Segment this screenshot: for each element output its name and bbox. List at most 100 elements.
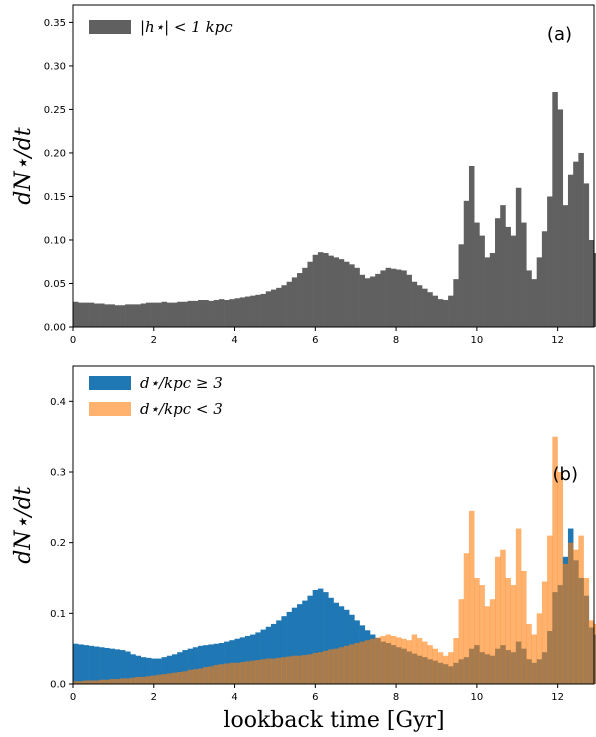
- panel-b-bar-s0-0: [73, 643, 79, 684]
- panel-b-bar-s1-34: [250, 660, 256, 684]
- panel-b-bar-s0-49: [328, 597, 334, 684]
- panel-b-bar-s0-30: [229, 640, 235, 684]
- panel-b-bar-s1-26: [208, 666, 214, 684]
- panel-a-bar-s0-15: [151, 302, 157, 327]
- panel-b-bar-s1-97: [578, 535, 584, 684]
- panel-a-bar-s0-81: [495, 218, 501, 327]
- panel-b-bar-s1-30: [229, 662, 235, 684]
- panel-a-bar-s0-100: [594, 253, 596, 327]
- panel-a-bar-s0-51: [338, 259, 345, 327]
- panel-a-bar-s0-72: [448, 295, 454, 327]
- panel-a-frame: [72, 4, 595, 328]
- panel-b-x-tick-label-1: 2: [151, 692, 157, 703]
- panel-b-bar-s1-27: [213, 664, 220, 684]
- panel-a-bar-s0-75: [463, 200, 470, 327]
- panel-a-x-ticks: 0 2 4 6 8 10 12: [70, 327, 564, 346]
- panel-b-bar-s0-37: [265, 626, 272, 684]
- panel-b-bars: [73, 436, 596, 684]
- panel-a-y-tick-label-3: 0.15: [44, 192, 66, 203]
- panel-a-bar-s0-12: [135, 304, 142, 327]
- panel-a-x-tick-label-4: 8: [393, 335, 399, 346]
- panel-b-bar-s1-78: [479, 585, 485, 684]
- panel-b-bar-s0-45: [307, 595, 313, 684]
- panel-b-bar-s1-14: [145, 676, 152, 684]
- panel-b-bar-s1-19: [171, 672, 178, 684]
- panel-b-bar-s1-20: [177, 671, 183, 684]
- panel-a-bar-s0-59: [380, 270, 386, 327]
- panel-b-bar-s1-48: [323, 650, 329, 684]
- panel-b-bar-s1-53: [349, 644, 355, 684]
- panel-b-bar-s1-79: [484, 606, 491, 684]
- panel-a-bar-s0-32: [239, 297, 246, 327]
- panel-b-x-tick-label-2: 4: [231, 692, 237, 703]
- panel-a-bar-s0-57: [369, 276, 376, 327]
- panel-b-x-ticks: 0 2 4 6 8 10 12: [70, 684, 564, 703]
- panel-a-bar-s0-88: [531, 279, 537, 327]
- panel-b-bar-s1-76: [468, 510, 475, 684]
- panel-b-y-ticks: 0.0 0.1 0.2 0.3 0.4: [50, 397, 73, 691]
- panel-a-bar-s0-11: [130, 304, 136, 327]
- panel-b-bar-s0-9: [119, 650, 126, 684]
- panel-b-bar-s0-15: [151, 658, 157, 684]
- panel-b-bar-s1-52: [343, 645, 350, 684]
- panel-b-legend-swatch-outer: [89, 376, 131, 390]
- panel-b-bar-s1-16: [156, 674, 162, 684]
- panel-a-bar-s0-48: [323, 253, 329, 327]
- panel-b-bar-s0-38: [270, 623, 277, 684]
- panel-a-bar-s0-1: [78, 302, 84, 327]
- panel-a-bar-s0-10: [125, 304, 131, 327]
- panel-b-x-tick-label-6: 12: [551, 692, 564, 703]
- panel-b-bar-s1-100: [594, 623, 596, 684]
- panel-b-bar-s0-35: [255, 632, 261, 684]
- panel-a-bar-s0-60: [385, 267, 392, 327]
- panel-a-bar-s0-73: [453, 279, 459, 327]
- panel-b-bar-s0-16: [156, 658, 162, 684]
- panel-a-bar-s0-35: [255, 294, 261, 327]
- panel-a-bar-s0-76: [468, 166, 475, 327]
- panel-b-bar-s1-3: [88, 680, 95, 684]
- panel-a-bar-s0-54: [354, 267, 360, 327]
- panel-a-bar-s0-62: [396, 269, 402, 327]
- panel-a-bar-s0-38: [270, 289, 277, 327]
- panel-b-bar-s0-19: [171, 654, 178, 684]
- panel-a-legend: |h⋆| < 1 kpc: [89, 18, 233, 36]
- panel-b-bar-s1-28: [218, 664, 225, 684]
- panel-a-bar-s0-18: [166, 302, 173, 327]
- panel-a-bar-s0-27: [213, 300, 220, 327]
- panel-b-bar-s1-12: [135, 676, 142, 684]
- panel-a-bar-s0-9: [119, 305, 126, 327]
- panel-a-bar-s0-85: [515, 187, 522, 327]
- panel-b-bar-s0-25: [203, 645, 209, 684]
- panel-b-bar-s1-0: [73, 681, 79, 684]
- panel-b-bar-s1-60: [385, 634, 392, 684]
- panel-a-bar-s0-6: [104, 304, 110, 327]
- panel-b-bar-s1-69: [432, 648, 438, 684]
- panel-a-y-tick-label-1: 0.05: [44, 279, 66, 290]
- panel-b-bar-s0-51: [338, 606, 345, 684]
- panel-a-bar-s0-39: [276, 287, 282, 327]
- panel-a-bar-s0-26: [208, 300, 214, 327]
- panel-b-bar-s1-54: [354, 643, 360, 684]
- panel-a-bar-s0-70: [437, 299, 444, 327]
- panel-b-bar-s0-24: [198, 645, 204, 684]
- panel-b-bar-s1-44: [302, 655, 308, 684]
- panel-a-bar-s0-80: [489, 253, 496, 327]
- panel-a-bar-s0-42: [291, 277, 298, 327]
- panel-a-bars: [73, 92, 596, 328]
- panel-a-bar-s0-98: [583, 183, 590, 327]
- panel-b-bar-s0-26: [208, 644, 214, 684]
- panel-b-bar-s1-50: [333, 648, 340, 684]
- panel-b-bar-s1-21: [182, 671, 188, 684]
- panel-b-x-tick-label-0: 0: [70, 692, 76, 703]
- panel-a-x-tick-label-1: 2: [151, 335, 157, 346]
- panel-b-bar-s1-42: [291, 655, 298, 684]
- panel-a-bar-s0-22: [187, 300, 194, 327]
- panel-a-x-tick-label-3: 6: [312, 335, 318, 346]
- panel-b-y-label: dN⋆/dt: [11, 486, 36, 564]
- panel-a-y-ticks: 0.00 0.05 0.10 0.15 0.20 0.25 0.30 0.35: [44, 18, 73, 334]
- panel-a-bar-s0-93: [557, 109, 564, 328]
- panel-b-bar-s1-64: [406, 640, 412, 684]
- panel-b-bar-s0-40: [281, 616, 287, 684]
- panel-a-bar-s0-29: [224, 300, 230, 327]
